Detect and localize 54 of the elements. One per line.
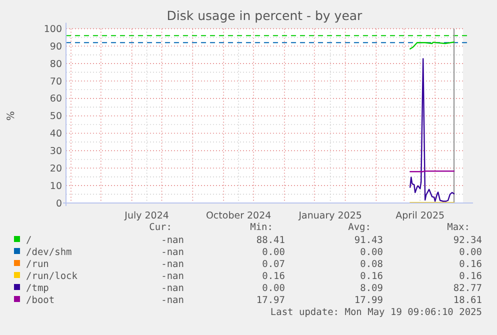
text: Avg: xyxy=(348,222,371,233)
text: 0.00 xyxy=(262,283,286,294)
chart-title: Disk usage in percent - by year xyxy=(166,8,364,23)
text: Last update: Mon May 19 09:06:10 2025 xyxy=(270,307,482,318)
text: Cur: xyxy=(149,222,172,233)
text: -nan xyxy=(161,271,184,282)
legend-label: /tmp xyxy=(26,283,50,294)
y-tick-label: 60 xyxy=(50,94,62,105)
y-tick-label: 30 xyxy=(50,146,62,158)
text: -nan xyxy=(161,235,184,246)
x-tick-label: July 2024 xyxy=(124,210,169,222)
y-tick-label: 90 xyxy=(50,41,62,52)
text: 82.77 xyxy=(453,283,482,294)
y-tick-label: 70 xyxy=(50,76,62,88)
text: Max: xyxy=(447,222,470,233)
text: 92.34 xyxy=(453,235,482,246)
line-series xyxy=(410,58,455,202)
text: 0.16 xyxy=(459,259,482,270)
text: 0.16 xyxy=(262,271,286,282)
y-tick-label: 40 xyxy=(50,128,62,140)
text: 0.00 xyxy=(360,247,384,258)
legend-label: /run/lock xyxy=(26,271,78,282)
text: Min: xyxy=(250,222,273,233)
text: 0.00 xyxy=(262,247,286,258)
text: 8.09 xyxy=(360,283,384,294)
x-tick-label: October 2024 xyxy=(206,210,272,222)
text: -nan xyxy=(161,259,184,270)
text: 17.99 xyxy=(354,295,384,306)
text: -nan xyxy=(161,295,184,306)
y-tick-label: 50 xyxy=(50,111,62,122)
y-tick-label: 10 xyxy=(50,180,62,192)
text: 0.07 xyxy=(262,259,285,270)
legend-label: /dev/shm xyxy=(26,247,72,258)
y-axis-title: % xyxy=(6,111,17,121)
text: 0.08 xyxy=(360,259,384,270)
y-tick-label: 0 xyxy=(56,198,62,210)
legend-label: / xyxy=(26,235,32,246)
text: 18.61 xyxy=(453,295,482,306)
text: 91.43 xyxy=(354,235,383,246)
text: -nan xyxy=(161,283,184,294)
y-tick-label: 80 xyxy=(50,58,62,70)
text: -nan xyxy=(161,247,184,258)
line-series xyxy=(410,42,455,50)
x-tick-label: January 2025 xyxy=(298,210,362,222)
y-tick-label: 100 xyxy=(44,24,62,36)
y-tick-label: 20 xyxy=(50,163,62,174)
text: 0.00 xyxy=(459,247,482,258)
text: 17.97 xyxy=(256,295,285,306)
text: 0.16 xyxy=(459,271,482,282)
legend-label: /run xyxy=(26,259,49,270)
text: 0.16 xyxy=(360,271,384,282)
x-tick-label: April 2025 xyxy=(396,210,445,222)
text: 88.41 xyxy=(256,235,286,246)
legend-label: /boot xyxy=(26,295,55,306)
